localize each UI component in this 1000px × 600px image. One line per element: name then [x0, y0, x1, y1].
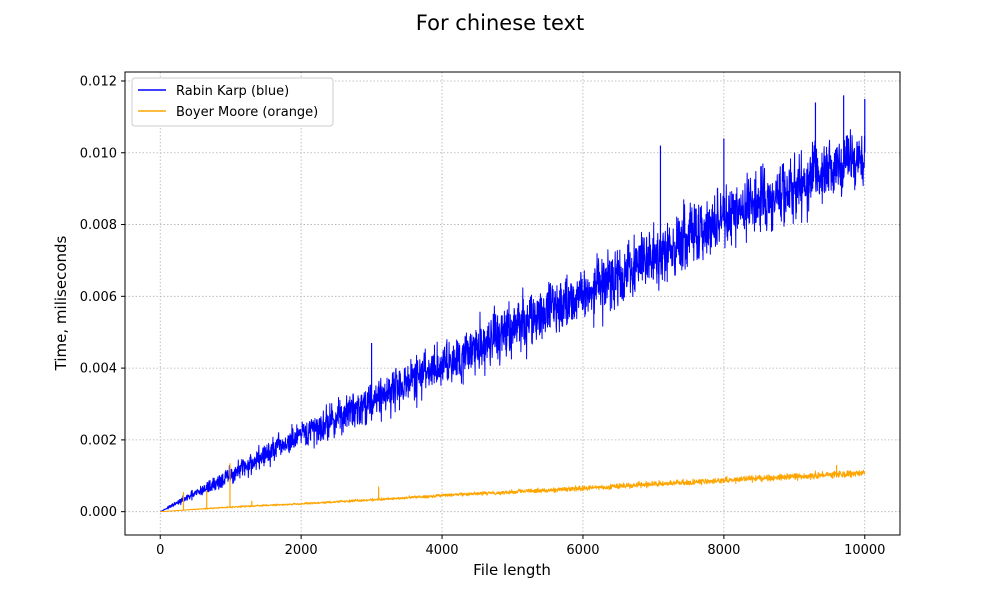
- y-tick-label: 0.002: [80, 433, 117, 448]
- y-tick-label: 0.008: [80, 218, 117, 233]
- x-tick-label: 6000: [566, 543, 599, 558]
- y-tick-label: 0.012: [80, 74, 117, 89]
- series-line-rabin-karp: [160, 129, 866, 513]
- x-tick-label: 0: [156, 543, 164, 558]
- y-axis: 0.000 0.002 0.004 0.006 0.008 0.010 0.012: [80, 74, 125, 520]
- y-tick-label: 0.004: [80, 362, 117, 377]
- x-axis: 0 2000 4000 6000 8000 10000: [156, 535, 885, 558]
- series-layer: [160, 95, 866, 513]
- y-tick-label: 0.006: [80, 290, 117, 305]
- legend-label-boyer-moore: Boyer Moore (orange): [176, 105, 318, 120]
- series-line-boyer-moore: [160, 469, 866, 513]
- x-tick-label: 8000: [707, 543, 740, 558]
- y-tick-label: 0.010: [80, 146, 117, 161]
- x-tick-label: 2000: [285, 543, 318, 558]
- x-axis-label: File length: [473, 561, 551, 579]
- chart-title: For chinese text: [416, 11, 584, 35]
- legend-box: [131, 77, 334, 127]
- legend-label-rabin-karp: Rabin Karp (blue): [176, 84, 289, 99]
- x-tick-label: 4000: [425, 543, 458, 558]
- x-tick-label: 10000: [844, 543, 885, 558]
- legend: Rabin Karp (blue) Boyer Moore (orange): [131, 77, 334, 127]
- plot-frame: [124, 71, 901, 536]
- y-axis-label: Time, miliseconds: [52, 235, 70, 371]
- y-tick-label: 0.000: [80, 505, 117, 520]
